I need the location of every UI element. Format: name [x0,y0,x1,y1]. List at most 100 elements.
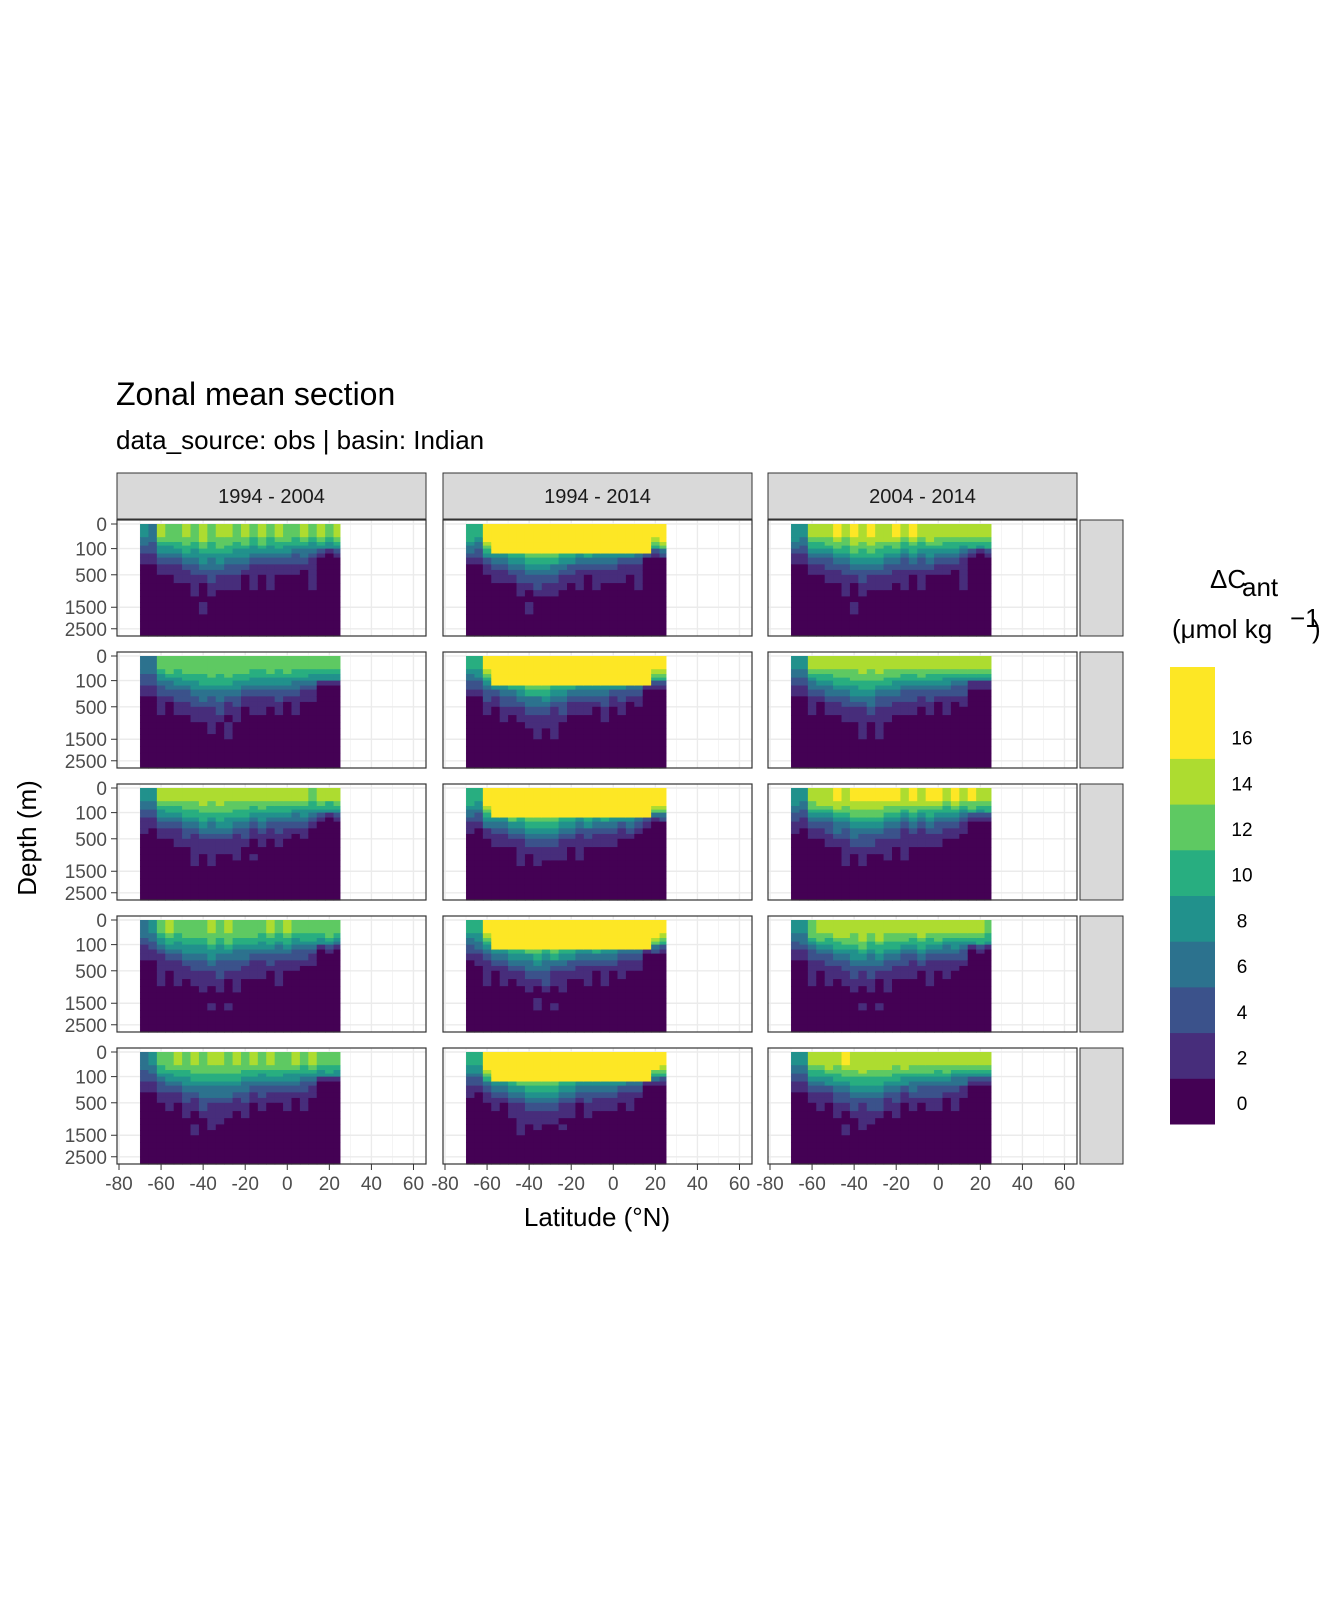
field-cell [600,674,610,679]
field-cell [908,728,918,735]
field-cell [182,574,192,584]
field-cell [967,728,977,735]
field-cell [959,564,969,571]
field-cell [841,828,851,835]
field-cell [959,574,969,584]
field-cell [550,722,560,730]
field-cell [925,590,935,598]
field-cell [617,854,627,862]
field-cell [499,1016,509,1026]
field-cell [241,1016,251,1026]
field-cell [659,806,667,811]
field-cell [816,553,826,559]
field-cell [816,746,826,754]
field-cell [491,614,501,622]
field-cell [499,828,509,835]
field-cell [499,812,509,819]
field-cell [541,1010,551,1018]
field-cell [316,944,326,951]
field-cell [824,542,834,547]
field-cell [858,892,868,901]
field-cell [482,965,492,972]
field-cell [308,685,318,691]
field-cell [625,583,635,591]
field-cell [299,788,309,802]
field-cell [558,1010,568,1018]
field-cell [257,569,267,576]
field-cell [333,734,341,740]
field-cell [140,715,150,723]
field-cell [140,553,150,559]
field-cell [325,953,335,961]
field-cell [466,986,476,994]
field-cell [508,677,518,682]
field-cell [241,965,251,972]
field-cell [274,542,284,547]
field-cell [266,860,276,867]
field-cell [266,701,276,708]
field-cell [215,970,225,980]
field-cell [266,574,276,584]
field-cell [883,564,893,571]
field-cell [224,602,234,608]
field-cell [173,998,183,1004]
field-cell [967,838,977,848]
field-cell [207,677,217,682]
field-cell [583,548,593,555]
field-cell [583,871,593,879]
field-cell [491,920,501,934]
field-cell [849,583,859,591]
field-cell [533,788,543,802]
field-cell [917,574,927,584]
field-cell [333,596,341,603]
field-cell [283,696,293,703]
field-cell [173,739,183,747]
field-cell [508,602,518,608]
field-cell [558,680,568,687]
field-cell [156,596,166,603]
field-cell [900,752,910,762]
field-cell [841,884,851,894]
field-cell [791,545,801,550]
field-cell [533,674,543,679]
field-cell [325,979,335,987]
field-cell [609,574,619,584]
field-cell [659,620,667,630]
field-cell [308,1010,318,1018]
field-cell [575,620,585,630]
field-cell [524,722,534,730]
field-cell [524,838,534,848]
field-cell [266,809,276,814]
field-cell [592,1010,602,1018]
field-cell [824,548,834,555]
field-cell [474,734,484,740]
field-cell [849,706,859,716]
field-cell [634,553,644,559]
field-cell [266,833,276,840]
field-cell [274,607,284,615]
field-cell [807,801,817,807]
field-cell [148,833,158,840]
field-cell [325,821,335,829]
field-cell [900,746,910,754]
field-cell [558,1016,568,1026]
field-cell [140,944,150,951]
field-cell [625,812,635,819]
field-cell [541,920,551,934]
field-cell [308,838,318,848]
field-cell [883,685,893,691]
field-cell [866,812,876,819]
field-cell [575,706,585,716]
field-cell [634,524,644,538]
field-cell [274,537,284,543]
field-cell [541,812,551,819]
field-cell [148,569,158,576]
field-cell [499,696,509,703]
field-cell [474,674,484,679]
field-cell [892,669,902,675]
field-cell [156,590,166,598]
field-cell [967,607,977,615]
field-cell [984,564,992,571]
field-cell [165,545,175,550]
field-cell [892,620,902,630]
